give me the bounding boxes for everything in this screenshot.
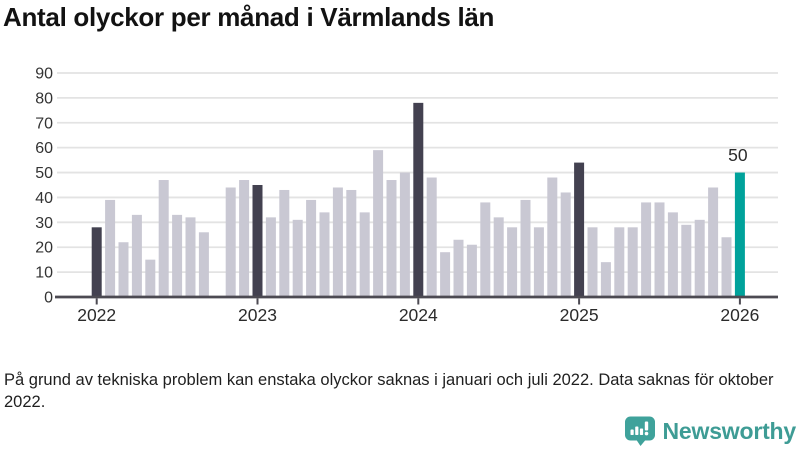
- bar-2025-06: [641, 202, 652, 297]
- footnote-text: På grund av tekniska problem kan enstaka…: [4, 371, 774, 411]
- bar-2025-01: [574, 162, 585, 297]
- x-tick-label-2022: 2022: [77, 305, 116, 325]
- bar-2024-07: [493, 217, 504, 297]
- brand-name: Newsworthy: [662, 417, 797, 444]
- bar-2022-11: [225, 187, 236, 297]
- highlight-value-label: 50: [728, 145, 748, 165]
- bar-2023-09: [359, 212, 370, 297]
- y-tick-label-70: 70: [35, 115, 53, 132]
- page-title: Antal olyckor per månad i Värmlands län: [3, 2, 495, 32]
- bar-2024-10: [533, 227, 544, 297]
- bar-2024-11: [547, 177, 558, 297]
- accidents-bar-chart: 0 10 20 30 40 50 60 70 80 90 2022 2023 2024 2025 2026 5…: [35, 65, 778, 325]
- bar-2025-12: [721, 237, 732, 297]
- bar-2025-11: [708, 187, 719, 297]
- bar-2022-12: [239, 180, 250, 297]
- bar-2022-01: [91, 227, 102, 297]
- bar-2022-08: [185, 217, 196, 297]
- y-tick-label-40: 40: [35, 190, 53, 207]
- bar-2025-09: [681, 224, 692, 297]
- x-tick-label-2024: 2024: [399, 305, 438, 325]
- x-tick-label-2023: 2023: [238, 305, 277, 325]
- bar-2022-06: [158, 180, 169, 297]
- bar-2024-09: [520, 199, 531, 297]
- y-tick-label-20: 20: [35, 240, 53, 257]
- bar-2024-02: [426, 177, 437, 297]
- bar-2025-07: [654, 202, 665, 297]
- bar-2024-08: [507, 227, 518, 297]
- bar-2022-02: [105, 199, 116, 297]
- bar-2025-03: [600, 262, 611, 297]
- bar-2023-08: [346, 189, 357, 297]
- bar-2024-04: [453, 239, 464, 297]
- bar-2022-09: [198, 232, 209, 297]
- bar-2024-05: [466, 244, 477, 297]
- bar-2024-06: [480, 202, 491, 297]
- bar-2023-05: [306, 199, 317, 297]
- bar-2024-01: [413, 102, 424, 297]
- bar-2026-01: [734, 172, 745, 297]
- y-tick-label-60: 60: [35, 140, 53, 157]
- bar-2023-04: [292, 219, 303, 297]
- bar-2022-05: [145, 259, 156, 297]
- bar-2025-08: [667, 212, 678, 297]
- y-tick-label-0: 0: [44, 290, 53, 307]
- y-tick-label-80: 80: [35, 90, 53, 107]
- bar-2024-03: [440, 252, 451, 297]
- newsworthy-bubble-chart-icon: [624, 416, 655, 446]
- bar-2023-10: [373, 150, 384, 297]
- bar-2023-07: [332, 187, 343, 297]
- bar-2023-01: [252, 184, 263, 297]
- bar-2022-04: [131, 214, 142, 297]
- bar-2025-02: [587, 227, 598, 297]
- y-tick-label-50: 50: [35, 165, 53, 182]
- bar-2022-03: [118, 242, 129, 297]
- bar-2023-02: [265, 217, 276, 297]
- bar-2023-06: [319, 212, 330, 297]
- bar-2025-10: [694, 219, 705, 297]
- bar-2025-04: [614, 227, 625, 297]
- y-tick-label-10: 10: [35, 265, 53, 282]
- x-tick-label-2025: 2025: [560, 305, 599, 325]
- bar-2025-05: [627, 227, 638, 297]
- bar-2023-11: [386, 180, 397, 297]
- newsworthy-logo: Newsworthy: [624, 416, 796, 446]
- bar-2023-03: [279, 189, 290, 297]
- bar-2022-07: [172, 214, 183, 297]
- x-tick-label-2026: 2026: [720, 305, 759, 325]
- bar-2024-12: [560, 192, 571, 297]
- bar-2023-12: [399, 172, 410, 297]
- y-tick-label-30: 30: [35, 215, 53, 232]
- y-tick-label-90: 90: [35, 65, 53, 82]
